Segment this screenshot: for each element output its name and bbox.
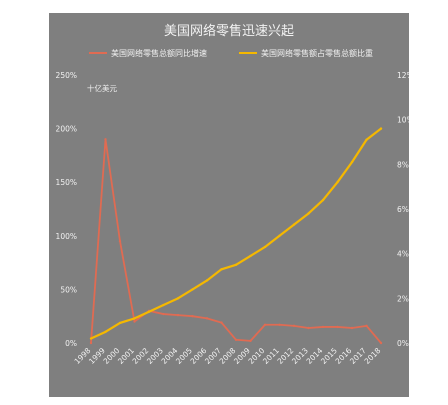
data-point-growth xyxy=(307,326,310,330)
data-point-growth xyxy=(379,341,383,345)
data-point-share xyxy=(321,198,325,202)
data-point-share xyxy=(118,321,122,325)
data-point-share xyxy=(234,263,238,267)
data-point-share xyxy=(278,234,281,237)
data-point-share xyxy=(263,245,267,249)
data-point-share xyxy=(379,127,383,130)
data-point-growth xyxy=(292,324,296,328)
y-right-tick-label: 4% xyxy=(397,250,409,259)
data-point-share xyxy=(191,288,194,291)
unit-label: 十亿美元 xyxy=(87,83,117,93)
x-tick-label: 2018 xyxy=(363,346,383,366)
y-axis-right: 0% 2% 4% 6% 8% 10% 12% xyxy=(397,71,409,348)
data-point-share xyxy=(133,317,136,320)
y-right-tick-label: 2% xyxy=(397,294,409,303)
x-axis: 1998199920002001200220032004200520062007… xyxy=(73,346,383,366)
data-point-share xyxy=(176,297,180,300)
y-left-tick-label: 250% xyxy=(56,71,77,80)
y-left-tick-label: 0% xyxy=(65,339,77,348)
data-point-growth xyxy=(191,315,194,318)
y-right-tick-label: 8% xyxy=(397,160,409,169)
data-point-share xyxy=(205,279,209,282)
data-point-growth xyxy=(278,323,281,326)
data-point-growth xyxy=(350,326,354,330)
legend: 美国网络零售总额同比增速 美国网络零售额占零售总额比重 xyxy=(89,48,373,58)
data-point-growth xyxy=(321,325,325,329)
y-left-tick-label: 150% xyxy=(56,178,77,187)
y-right-tick-label: 12% xyxy=(397,71,409,80)
data-point-growth xyxy=(118,239,122,243)
y-right-tick-label: 10% xyxy=(397,116,409,125)
data-point-share xyxy=(220,268,223,271)
data-point-share xyxy=(162,303,165,307)
data-point-share xyxy=(350,160,354,164)
data-point-growth xyxy=(104,138,107,141)
data-point-growth xyxy=(336,325,339,329)
data-point-share xyxy=(147,310,151,313)
data-point-growth xyxy=(220,321,223,324)
chart-panel: 美国网络零售迅速兴起 美国网络零售总额同比增速 美国网络零售额占零售总额比重 十… xyxy=(49,13,409,397)
data-point-growth xyxy=(365,324,368,328)
data-point-growth xyxy=(133,320,136,323)
data-point-share xyxy=(249,254,252,258)
data-point-growth xyxy=(263,323,267,326)
data-point-share xyxy=(89,337,93,340)
data-point-share xyxy=(292,223,296,226)
chart-title: 美国网络零售迅速兴起 xyxy=(164,23,294,39)
y-right-tick-label: 6% xyxy=(397,205,409,214)
y-left-tick-label: 100% xyxy=(56,232,77,241)
data-point-growth xyxy=(89,341,93,345)
data-point-growth xyxy=(249,339,252,343)
data-point-growth xyxy=(162,312,165,316)
data-point-growth xyxy=(176,313,180,317)
data-point-share xyxy=(307,212,310,215)
legend-label-growth: 美国网络零售总额同比增速 xyxy=(111,48,207,58)
data-point-growth xyxy=(205,317,209,320)
data-point-growth xyxy=(234,338,238,341)
y-right-tick-label: 0% xyxy=(397,339,409,348)
series-layer xyxy=(89,127,383,345)
series-line-growth xyxy=(90,138,382,344)
data-point-share xyxy=(104,330,107,334)
line-chart: 美国网络零售迅速兴起 美国网络零售总额同比增速 美国网络零售额占零售总额比重 十… xyxy=(56,23,409,366)
data-point-share xyxy=(336,181,339,184)
y-axis-left: 0% 50% 100% 150% 200% 250% xyxy=(56,71,77,348)
series-line-share xyxy=(90,127,382,340)
legend-label-share: 美国网络零售额占零售总额比重 xyxy=(261,48,373,58)
y-left-tick-label: 200% xyxy=(56,125,77,134)
data-point-share xyxy=(365,138,368,141)
y-left-tick-label: 50% xyxy=(60,285,77,294)
